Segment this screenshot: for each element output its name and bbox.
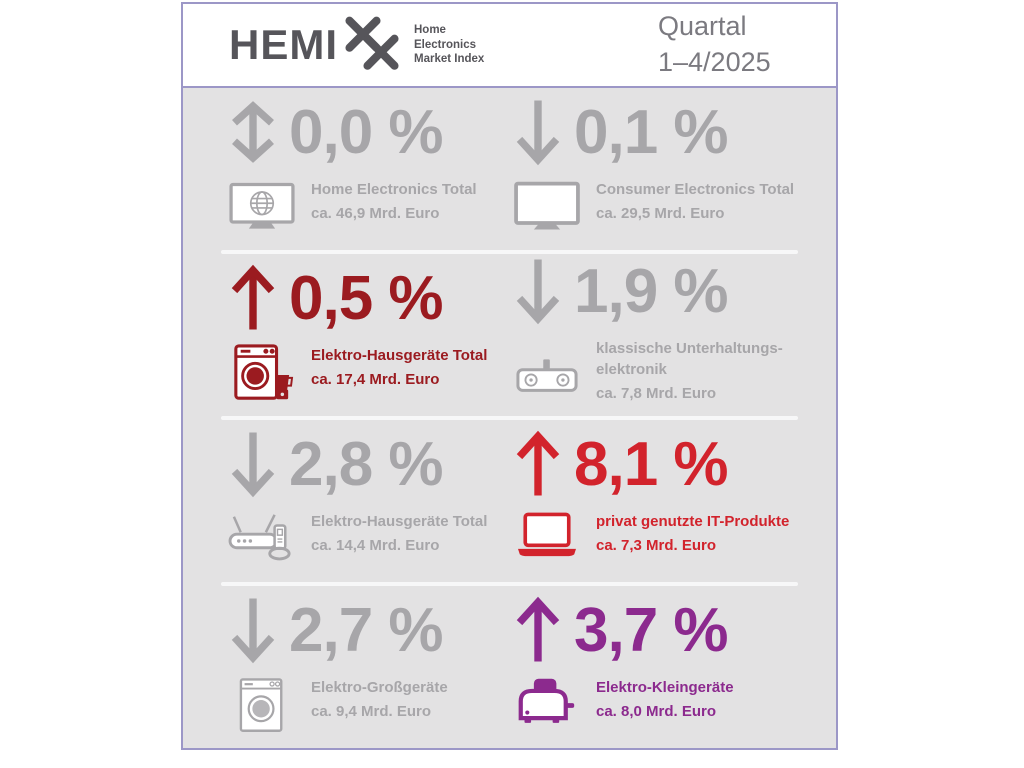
stat-amount: ca. 7,3 Mrd. Euro	[596, 537, 717, 554]
trend-down-icon	[512, 95, 564, 169]
stat-amount: ca. 17,4 Mrd. Euro	[311, 371, 440, 388]
stat-elektro-kleingeraete: 3,7 % Elektro-Kleingeräte ca. 8,0 Mrd. E…	[512, 593, 836, 741]
trend-neutral-icon	[227, 95, 279, 169]
stats-grid: 0,0 % Home Electronics Total ca. 46,9 Mr…	[183, 88, 836, 748]
trend-down-icon	[512, 254, 564, 328]
stat-value: 8,1 %	[574, 429, 729, 499]
stat-label: Elektro-Hausgeräte Total	[311, 347, 488, 364]
stat-value: 1,9 %	[574, 256, 729, 326]
row-divider	[221, 582, 798, 586]
stats-row-3: 2,8 % Elektro-Hausgeräte Total ca. 14,4 …	[183, 420, 836, 582]
stat-elektro-hausgeraete-total: 0,5 % Elektro-Hausgeräte Total ca. 17,4 …	[227, 261, 512, 409]
trend-up-icon	[227, 261, 279, 335]
row-divider	[221, 250, 798, 254]
stat-value: 0,0 %	[289, 97, 444, 167]
stat-amount: ca. 9,4 Mrd. Euro	[311, 703, 432, 720]
logo-wordmark: HEMI	[229, 21, 338, 68]
stat-value: 0,5 %	[289, 263, 444, 333]
trend-down-icon	[227, 427, 279, 501]
trend-up-icon	[512, 427, 564, 501]
toaster-icon	[512, 675, 582, 741]
stat-consumer-electronics-total: 0,1 % Consumer Electronics Total ca. 29,…	[512, 95, 836, 243]
stat-amount: ca. 14,4 Mrd. Euro	[311, 537, 440, 554]
stat-value: 2,8 %	[289, 429, 444, 499]
hemix-logo: HEMI Home Electronics Market Index	[229, 9, 484, 81]
stat-label: Home Electronics Total	[311, 181, 477, 198]
stat-label: Elektro-Hausgeräte Total	[311, 513, 488, 530]
stat-amount: ca. 46,9 Mrd. Euro	[311, 205, 440, 222]
stat-label: Elektro-Großgeräte	[311, 679, 448, 696]
stat-value: 3,7 %	[574, 595, 729, 665]
trend-down-icon	[227, 593, 279, 667]
stat-label: Consumer Electronics Total	[596, 181, 795, 198]
washing-machine-icon	[227, 675, 297, 741]
hemix-card: HEMI Home Electronics Market Index Quart…	[181, 2, 838, 750]
speaker-icon	[512, 350, 582, 416]
stat-value: 2,7 %	[289, 595, 444, 665]
tv-globe-icon	[227, 177, 297, 243]
stats-row-4: 2,7 % Elektro-Großgeräte ca. 9,4 Mrd. Eu…	[183, 586, 836, 748]
tv-icon	[512, 177, 582, 243]
stat-elektro-hausgeraete-total-2: 2,8 % Elektro-Hausgeräte Total ca. 14,4 …	[227, 427, 512, 575]
stat-home-electronics-total: 0,0 % Home Electronics Total ca. 46,9 Mr…	[227, 95, 512, 243]
stat-value: 0,1 %	[574, 97, 729, 167]
stat-label: privat genutzte IT-Produkte	[596, 513, 790, 530]
row-divider	[221, 416, 798, 420]
stats-row-1: 0,0 % Home Electronics Total ca. 46,9 Mr…	[183, 88, 836, 250]
logo-subtitle: Home Electronics Market Index	[414, 23, 485, 66]
stat-amount: ca. 8,0 Mrd. Euro	[596, 703, 717, 720]
stat-label: klassische Unterhaltungs- elektronik	[596, 340, 783, 378]
trend-up-icon	[512, 593, 564, 667]
stat-amount: ca. 7,8 Mrd. Euro	[596, 385, 717, 402]
router-phone-icon	[227, 509, 297, 575]
hemix-x-logo-icon	[345, 16, 399, 70]
period-label: Quartal 1–4/2025	[658, 11, 771, 77]
header: HEMI Home Electronics Market Index Quart…	[183, 4, 836, 88]
stat-label: Elektro-Kleingeräte	[596, 679, 734, 696]
stat-elektro-grossgeraete: 2,7 % Elektro-Großgeräte ca. 9,4 Mrd. Eu…	[227, 593, 512, 741]
stat-klassische-unterhaltungselektronik: 1,9 % klassische Unterhaltungs- elektron…	[512, 254, 836, 416]
washing-machine-blender-icon	[227, 343, 297, 409]
stat-amount: ca. 29,5 Mrd. Euro	[596, 205, 725, 222]
stats-row-2: 0,5 % Elektro-Hausgeräte Total ca. 17,4 …	[183, 254, 836, 416]
stat-privat-genutzte-it-produkte: 8,1 % privat genutzte IT-Produkte ca. 7,…	[512, 427, 836, 575]
laptop-icon	[512, 509, 582, 575]
